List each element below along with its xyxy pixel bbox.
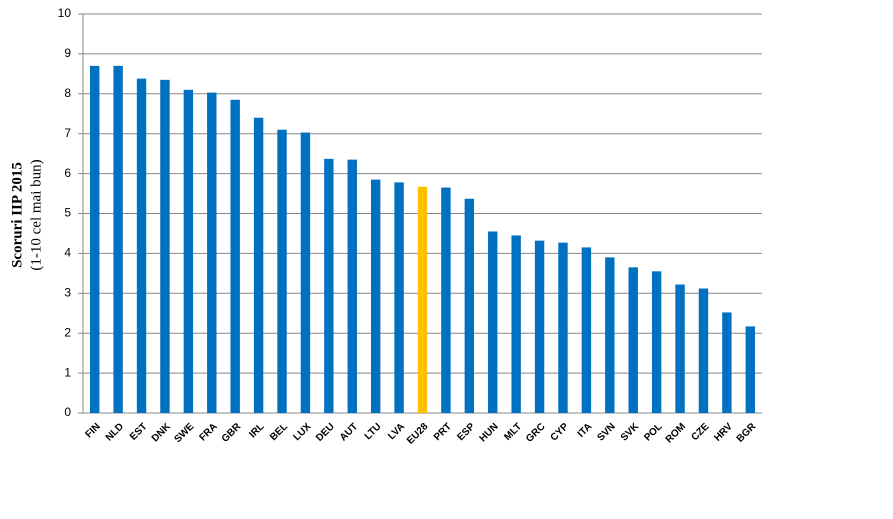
x-tick-label: AUT <box>338 421 360 443</box>
x-tick-label: ROM <box>664 421 688 445</box>
y-axis-subtitle: (1-10 cel mai bun) <box>28 159 44 270</box>
y-tick-label: 10 <box>58 6 72 20</box>
x-tick-label: POL <box>642 421 664 443</box>
x-tick-label: GRC <box>524 421 548 445</box>
bar <box>628 267 638 413</box>
y-axis-title: Scoruri IIP 2015 <box>9 162 25 268</box>
x-tick-label: FRA <box>197 421 219 443</box>
x-tick-label: DNK <box>150 421 174 445</box>
x-tick-label: ITA <box>576 421 595 440</box>
y-tick-label: 5 <box>64 206 71 220</box>
y-tick-label: 1 <box>64 365 71 379</box>
bar <box>136 78 147 413</box>
bar <box>207 92 217 413</box>
x-tick-label: HRV <box>712 421 735 444</box>
y-tick-label: 9 <box>64 46 71 60</box>
y-tick-label: 3 <box>64 285 71 299</box>
bar <box>488 231 498 413</box>
x-tick-label: BGR <box>735 421 759 445</box>
x-tick-label: CZE <box>690 421 712 443</box>
bar <box>347 159 357 413</box>
x-tick-label: GBR <box>220 421 244 445</box>
y-tick-label: 0 <box>64 405 71 419</box>
bar <box>722 312 732 413</box>
bar <box>324 158 334 413</box>
x-tick-label: ESP <box>455 421 477 443</box>
x-tick-label: LUX <box>291 421 313 443</box>
x-tick-label: SVK <box>619 421 642 444</box>
bar <box>370 179 381 413</box>
x-tick-label: PRT <box>432 421 454 443</box>
y-tick-label: 7 <box>64 126 71 140</box>
x-tick-label: HUN <box>478 421 501 444</box>
x-tick-label: EST <box>128 421 150 443</box>
bar <box>441 187 451 413</box>
bar <box>300 132 311 414</box>
bar <box>511 235 521 413</box>
x-tick-label: EU28 <box>405 421 431 447</box>
bar <box>675 284 685 413</box>
bar <box>230 99 240 413</box>
x-tick-label: FIN <box>84 421 103 440</box>
bar <box>277 129 287 413</box>
bar <box>745 326 755 413</box>
x-tick-label: IRL <box>247 421 266 440</box>
x-tick-label: SVN <box>595 421 617 443</box>
bar <box>160 79 170 414</box>
bar <box>581 247 592 413</box>
x-tick-label: MLT <box>502 421 524 443</box>
bar <box>417 186 428 413</box>
x-tick-label: SWE <box>172 421 196 445</box>
y-tick-label: 6 <box>64 166 71 180</box>
x-tick-label: BEL <box>268 421 290 443</box>
x-tick-label: DEU <box>314 421 337 444</box>
bar <box>605 257 615 413</box>
bar <box>464 198 475 413</box>
bar <box>183 89 194 413</box>
bar <box>534 240 545 413</box>
x-tick-label: LTU <box>363 421 384 442</box>
x-tick-label: CYP <box>549 421 572 444</box>
bar <box>113 65 123 414</box>
bar <box>558 242 568 413</box>
y-tick-label: 4 <box>64 246 71 260</box>
bar <box>253 117 264 414</box>
bar <box>394 182 404 413</box>
y-tick-label: 2 <box>64 325 71 339</box>
bar <box>90 65 100 414</box>
bar <box>651 271 662 413</box>
y-tick-label: 8 <box>64 86 71 100</box>
x-tick-label: NLD <box>104 421 126 443</box>
bar <box>698 288 709 413</box>
